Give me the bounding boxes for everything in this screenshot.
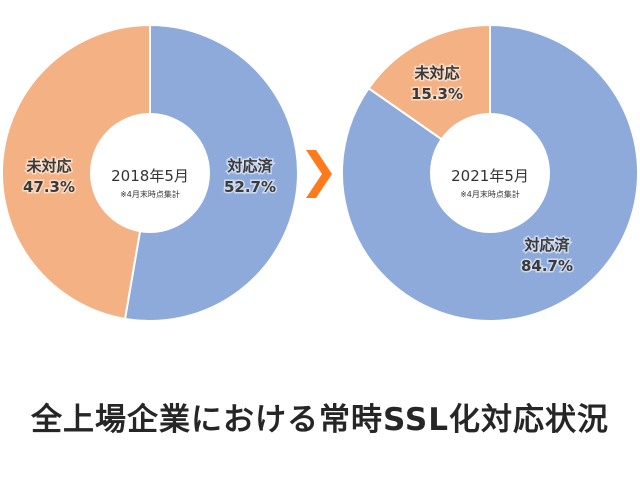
center-title: 2018年5月	[111, 167, 189, 185]
slice-value-pending: 47.3%	[23, 178, 75, 196]
slice-label-done: 対応済	[226, 157, 273, 175]
donut-hole	[430, 113, 550, 233]
slice-label-done: 対応済	[523, 236, 570, 254]
slice-done	[123, 23, 299, 322]
donut-chart-2021: 2021年5月 ※4月末時点集計 対応済 84.7% 未対応 15.3%	[341, 23, 640, 322]
slice-group	[0, 23, 299, 322]
right-arrow-icon	[306, 150, 332, 198]
center-note: ※4月末時点集計	[120, 189, 180, 199]
slice-value-done: 84.7%	[521, 257, 573, 275]
donut-hole	[90, 113, 210, 233]
slice-label-pending: 未対応	[25, 157, 71, 175]
slice-pending	[0, 23, 151, 321]
page-title: 全上場企業における常時SSL化対応状況	[30, 402, 609, 438]
center-title: 2021年5月	[451, 167, 529, 185]
slice-label-pending: 未対応	[413, 64, 459, 82]
slice-value-pending: 15.3%	[411, 85, 463, 103]
donut-chart-2018: 2018年5月 ※4月末時点集計 対応済 52.7% 未対応 47.3%	[0, 23, 299, 322]
slice-value-done: 52.7%	[224, 178, 276, 196]
center-note: ※4月末時点集計	[460, 189, 520, 199]
